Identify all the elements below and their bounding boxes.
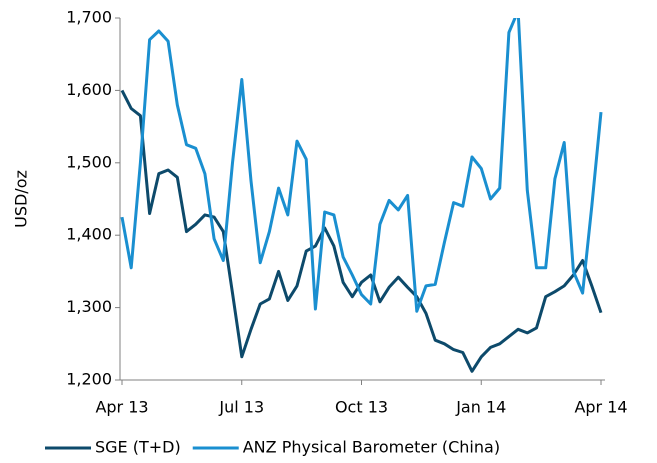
series-line xyxy=(120,89,603,373)
legend-label: SGE (T+D) xyxy=(95,438,181,457)
y-tick-label: 1,300 xyxy=(66,297,112,316)
y-tick-label: 1,700 xyxy=(66,8,112,27)
legend-label: ANZ Physical Barometer (China) xyxy=(243,438,500,457)
y-tick-label: 1,500 xyxy=(66,152,112,171)
x-tick-label: Oct 13 xyxy=(335,398,388,417)
y-tick-label: 1,600 xyxy=(66,80,112,99)
y-tick-label: 1,200 xyxy=(66,370,112,389)
x-tick-label: Apr 14 xyxy=(574,398,627,417)
series-line xyxy=(120,18,603,313)
x-tick-label: Apr 13 xyxy=(95,398,148,417)
x-tick-label: Jul 13 xyxy=(218,398,264,417)
y-tick-label: 1,400 xyxy=(66,225,112,244)
x-tick-label: Jan 14 xyxy=(455,398,506,417)
y-axis-label: USD/oz xyxy=(12,170,31,228)
